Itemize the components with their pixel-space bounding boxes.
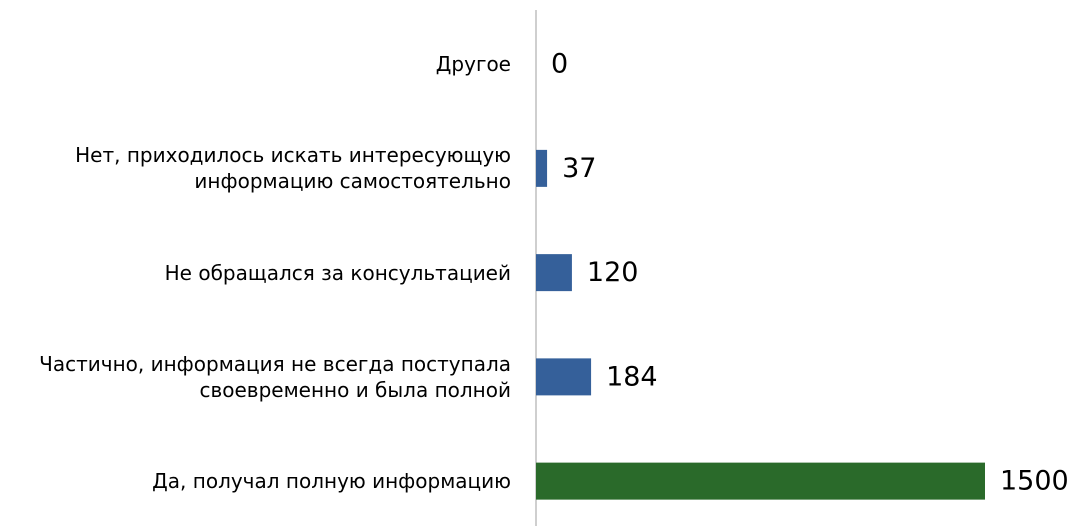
category-label: Частично, информация не всегда поступала… [39, 351, 511, 402]
category-label: Другое [435, 52, 511, 77]
value-label: 1500 [1000, 466, 1069, 497]
bar [536, 149, 548, 187]
value-label: 0 [551, 49, 568, 80]
value-label: 37 [562, 153, 596, 184]
category-label: Не обращался за консультацией [164, 260, 511, 285]
bar [536, 462, 985, 500]
category-label: Нет, приходилось искать интересующую инф… [75, 143, 511, 194]
bar [536, 254, 572, 292]
bar [536, 358, 592, 396]
category-label: Да, получал полную информацию [152, 469, 511, 494]
value-label: 120 [587, 257, 639, 288]
value-label: 184 [606, 361, 658, 392]
